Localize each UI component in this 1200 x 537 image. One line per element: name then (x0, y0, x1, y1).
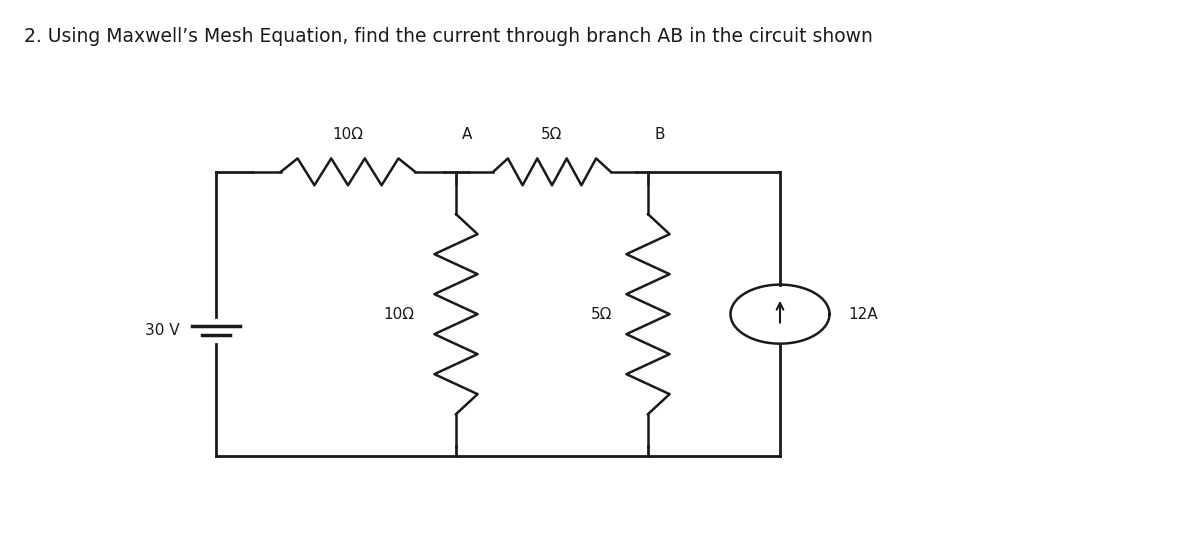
Text: 10Ω: 10Ω (383, 307, 414, 322)
Text: 5Ω: 5Ω (590, 307, 612, 322)
Text: 5Ω: 5Ω (541, 127, 563, 142)
Text: 2. Using Maxwell’s Mesh Equation, find the current through branch AB in the circ: 2. Using Maxwell’s Mesh Equation, find t… (24, 27, 872, 46)
Text: A: A (462, 127, 473, 142)
Text: B: B (654, 127, 665, 142)
Text: 30 V: 30 V (145, 323, 180, 338)
Text: 10Ω: 10Ω (332, 127, 364, 142)
Text: 12A: 12A (848, 307, 877, 322)
